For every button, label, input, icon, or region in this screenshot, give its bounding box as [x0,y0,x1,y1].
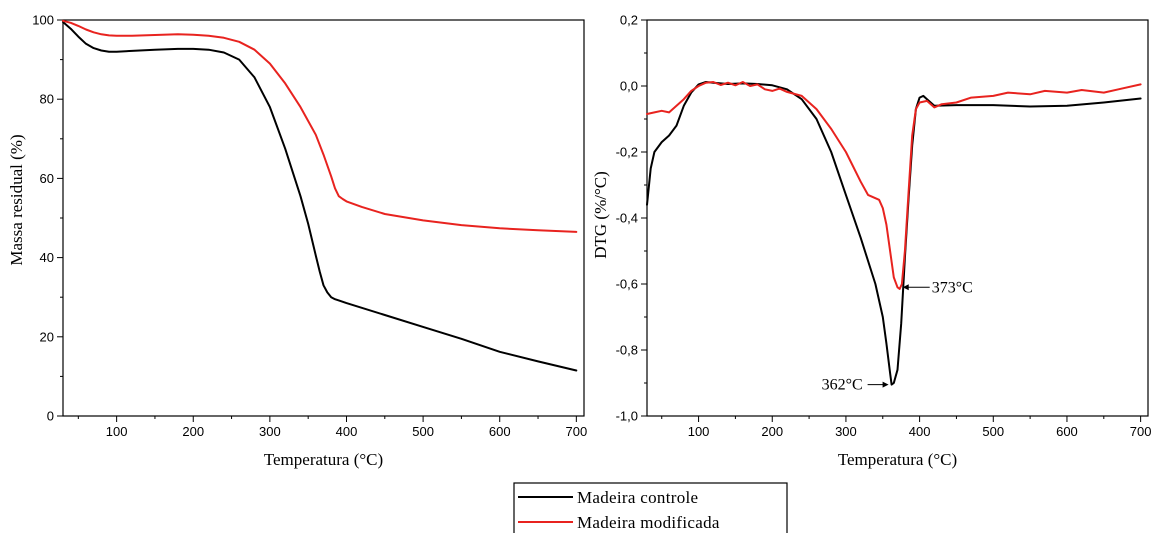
arrow-head-icon [882,381,889,388]
x-axis-title: Temperatura (°C) [838,450,957,469]
arrow-head-icon [902,284,909,291]
legend-label: Madeira controle [577,488,698,507]
y-tick-label: -0,4 [616,211,638,226]
y-tick-label: 80 [40,92,54,107]
x-tick-label: 100 [688,424,710,439]
y-tick-label: -0,2 [616,145,638,160]
tga-chart: 100 200 300 400 500 600 700 0 20 40 60 80 100 Tempera… [7,13,587,470]
x-tick-label: 200 [182,424,204,439]
x-tick-label: 200 [761,424,783,439]
x-tick-label: 600 [489,424,511,439]
plot-frame [646,19,1149,417]
y-tick-label: 0,0 [620,79,638,94]
x-tick-label: 700 [565,424,587,439]
series-line-madeira-controle [62,21,578,372]
peak-annotation-label: 362°C [822,377,863,394]
y-tick-label: 100 [32,13,54,28]
x-tick-label: 100 [106,424,128,439]
y-axis-title: DTG (%/°C) [591,171,610,259]
x-axis-title: Temperatura (°C) [264,450,383,469]
y-tick-label: 0 [47,409,54,424]
series-line-madeira-modificada [646,81,1142,290]
y-tick-label: 40 [40,250,54,265]
x-tick-label: 300 [259,424,281,439]
y-tick-label: -0,8 [616,343,638,358]
plot-frame [62,19,585,417]
dtg-chart: 100 200 300 400 500 600 700 -1,0 -0,8 -0,6 -0,4 -0,… [591,13,1151,470]
y-tick-label: -1,0 [616,409,638,424]
y-tick-label: 0,2 [620,13,638,28]
series-line-madeira-modificada [62,19,578,233]
legend-label: Madeira modificada [577,513,720,532]
y-tick-label: -0,6 [616,277,638,292]
legend-box [513,482,788,533]
y-tick-label: 60 [40,171,54,186]
y-tick-label: 20 [40,329,54,344]
x-tick-label: 400 [909,424,931,439]
x-tick-label: 700 [1130,424,1152,439]
legend: Madeira controle Madeira modificada [513,482,788,533]
x-tick-label: 300 [835,424,857,439]
x-tick-label: 500 [982,424,1004,439]
x-tick-label: 500 [412,424,434,439]
y-axis-title: Massa residual (%) [7,134,26,265]
x-tick-label: 600 [1056,424,1078,439]
x-tick-label: 400 [336,424,358,439]
series-line-madeira-controle [646,81,1142,386]
peak-annotation-label: 373°C [932,279,973,296]
